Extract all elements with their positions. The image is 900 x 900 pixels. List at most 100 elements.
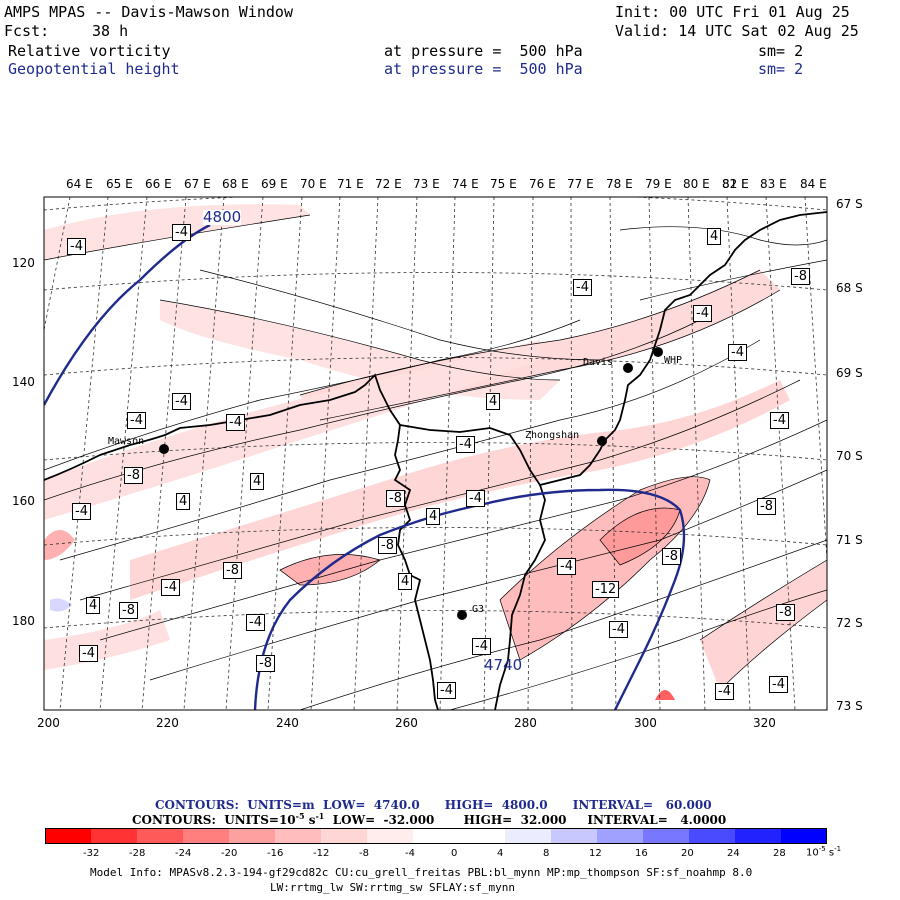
color-swatch xyxy=(45,828,91,844)
color-swatch xyxy=(91,828,137,844)
vorticity-label: -4 xyxy=(172,224,191,241)
y-tick: 160 xyxy=(12,494,35,508)
vorticity-contour-info: CONTOURS: UNITS=10-5 s-1 LOW= -32.000 HI… xyxy=(132,811,727,827)
vorticity-label: -4 xyxy=(67,238,86,255)
lon-label: 71 E xyxy=(337,177,364,191)
y-tick: 120 xyxy=(12,256,35,270)
color-swatch xyxy=(551,828,597,844)
lat-label: 73 S xyxy=(836,699,863,713)
color-swatch xyxy=(689,828,735,844)
height-contour-info: CONTOURS: UNITS=m LOW= 4740.0 HIGH= 4800… xyxy=(155,798,712,812)
vorticity-label: -4 xyxy=(769,676,788,693)
color-bar-tick: 20 xyxy=(681,848,694,859)
height-contour-label: 4740 xyxy=(484,656,523,674)
station-marker xyxy=(457,610,467,620)
lat-lon-grid xyxy=(44,197,827,710)
model-info-line1: Model Info: MPASv8.2.3-194-gf29cd82c CU:… xyxy=(90,866,753,879)
color-bar-tick: -16 xyxy=(267,848,284,859)
lon-label: 79 E xyxy=(645,177,672,191)
station-label: G3 xyxy=(472,604,485,615)
color-swatch xyxy=(781,828,827,844)
vorticity-label: -12 xyxy=(592,581,620,598)
lon-label: 82 E xyxy=(722,177,749,191)
vorticity-label: -4 xyxy=(693,305,712,322)
station-marker xyxy=(623,363,633,373)
station-label: WHP xyxy=(664,355,683,366)
vorticity-label: -8 xyxy=(124,467,143,484)
vorticity-label: 4 xyxy=(250,473,265,490)
vorticity-label: 4 xyxy=(486,393,501,410)
color-swatch xyxy=(367,828,413,844)
color-bar-tick: 8 xyxy=(543,848,550,859)
lon-label: 66 E xyxy=(145,177,172,191)
vorticity-label: -4 xyxy=(172,393,191,410)
lon-label: 65 E xyxy=(106,177,133,191)
vorticity-contours xyxy=(44,214,827,710)
lat-label: 70 S xyxy=(836,449,863,463)
color-swatch xyxy=(505,828,551,844)
color-bar-outline xyxy=(45,828,827,844)
lon-label: 80 E xyxy=(683,177,710,191)
vorticity-label: -4 xyxy=(728,344,747,361)
field1-name: Relative vorticity xyxy=(8,42,171,60)
color-swatch xyxy=(459,828,505,844)
color-swatch xyxy=(275,828,321,844)
vorticity-label: 4 xyxy=(707,228,722,245)
lon-label: 77 E xyxy=(567,177,594,191)
vorticity-label: -4 xyxy=(127,412,146,429)
vorticity-label: 4 xyxy=(86,597,101,614)
lon-label: 74 E xyxy=(452,177,479,191)
field2-name: Geopotential height xyxy=(8,60,180,78)
lat-label: 72 S xyxy=(836,616,863,630)
vorticity-label: 4 xyxy=(426,508,441,525)
color-bar-tick: -32 xyxy=(83,848,100,859)
lon-label: 81 E xyxy=(722,177,749,191)
color-swatch xyxy=(597,828,643,844)
init-time: Init: 00 UTC Fri 01 Aug 25 xyxy=(615,3,850,21)
color-bar xyxy=(45,828,827,844)
vorticity-label: -4 xyxy=(246,614,265,631)
lon-label: 83 E xyxy=(760,177,787,191)
lon-label: 76 E xyxy=(529,177,556,191)
y-tick: 180 xyxy=(12,614,35,628)
color-bar-tick: -24 xyxy=(175,848,192,859)
lat-label: 69 S xyxy=(836,366,863,380)
valid-time: Valid: 14 UTC Sat 02 Aug 25 xyxy=(615,22,859,40)
lat-label: 68 S xyxy=(836,281,863,295)
vorticity-label: -4 xyxy=(609,621,628,638)
color-swatch xyxy=(137,828,183,844)
color-bar-unit: 10-5 s-1 xyxy=(806,845,842,859)
vorticity-label: -4 xyxy=(72,503,91,520)
lon-label: 69 E xyxy=(261,177,288,191)
vorticity-label: -8 xyxy=(378,537,397,554)
vorticity-label: -8 xyxy=(223,562,242,579)
color-swatch xyxy=(229,828,275,844)
vorticity-label: -4 xyxy=(466,490,485,507)
model-info-line2: LW:rrtmg_lw SW:rrtmg_sw SFLAY:sf_mynn xyxy=(270,881,516,894)
field2-smoothing: sm= 2 xyxy=(758,60,804,78)
vorticity-label: -4 xyxy=(715,683,734,700)
lon-label: 68 E xyxy=(222,177,249,191)
field1-smoothing: sm= 2 xyxy=(758,42,804,60)
color-bar-tick: 24 xyxy=(727,848,740,859)
x-tick: 260 xyxy=(395,716,418,730)
color-bar-tick: -20 xyxy=(221,848,238,859)
vorticity-label: -8 xyxy=(119,602,138,619)
lon-label: 75 E xyxy=(490,177,517,191)
vorticity-label: -4 xyxy=(557,558,576,575)
color-bar-tick: -8 xyxy=(359,848,369,859)
x-tick: 280 xyxy=(514,716,537,730)
y-tick: 140 xyxy=(12,375,35,389)
color-bar-tick: -28 xyxy=(129,848,146,859)
x-tick: 220 xyxy=(156,716,179,730)
vorticity-label: -4 xyxy=(226,414,245,431)
forecast-hour: 38 h xyxy=(92,22,129,40)
vorticity-label: -4 xyxy=(437,682,456,699)
vorticity-label: -8 xyxy=(386,490,405,507)
color-bar-tick: 16 xyxy=(635,848,648,859)
vorticity-label: -4 xyxy=(79,645,98,662)
color-swatch xyxy=(183,828,229,844)
station-marker xyxy=(159,444,169,454)
coastline xyxy=(44,211,827,710)
